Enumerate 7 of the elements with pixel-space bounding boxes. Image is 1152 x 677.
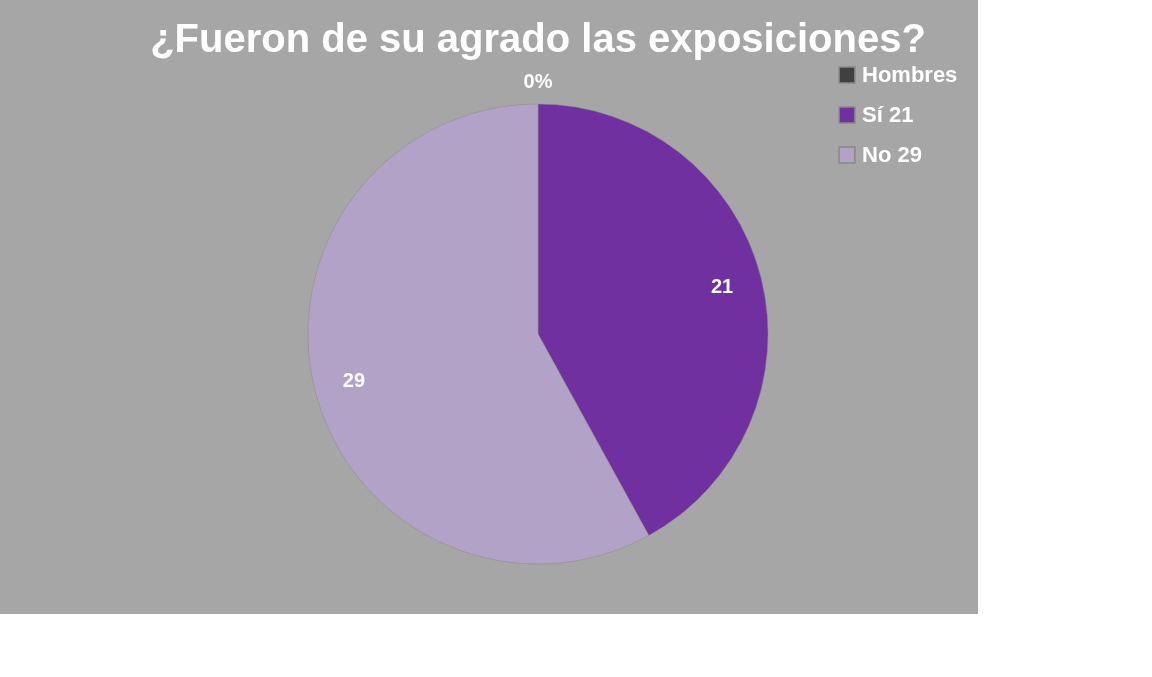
text: 0%	[523, 70, 553, 92]
chart-title: ¿Fueron de su agrado las exposiciones?	[150, 16, 926, 60]
data-label: 29	[342, 369, 366, 392]
legend-label: Sí 21	[862, 102, 914, 127]
legend-label: No 29	[862, 142, 922, 167]
data-label: 21	[710, 274, 734, 297]
legend-label: Hombres	[862, 62, 958, 87]
